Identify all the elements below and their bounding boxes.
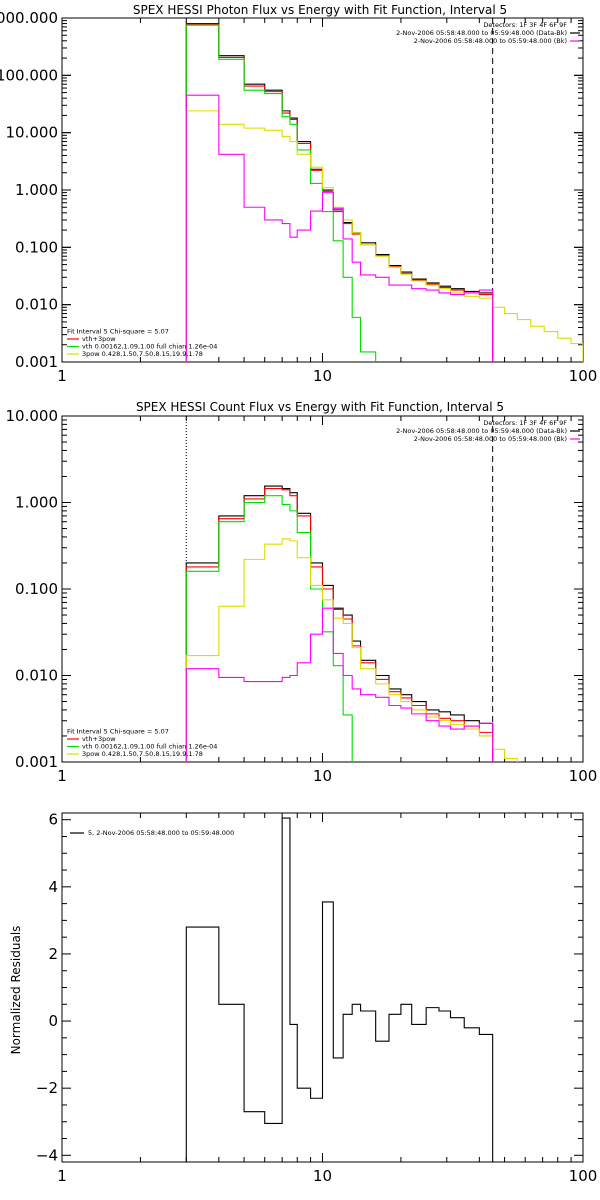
legend-text: Detectors: 1F 3F 4F 6F 9F xyxy=(483,21,567,29)
y-tick-label: 6 xyxy=(48,811,58,829)
count-flux-title: SPEX HESSI Count Flux vs Energy with Fit… xyxy=(136,400,504,414)
series-line xyxy=(185,94,494,362)
legend-text: 3pow 0.428,1.50,7.50,8.15,19.9,1.78 xyxy=(82,750,203,758)
y-tick-label: −4 xyxy=(36,1146,58,1164)
legend-text: 2-Nov-2006 05:58:48.000 to 05:59:48.000 … xyxy=(414,37,567,45)
legend-text: vth+3pow xyxy=(82,735,116,743)
plot-area xyxy=(185,23,583,362)
series-line xyxy=(185,607,494,762)
x-tick-label: 100 xyxy=(569,367,598,385)
series-line xyxy=(185,495,353,762)
plot-area xyxy=(185,485,518,762)
y-tick-label: 10.000 xyxy=(6,124,59,142)
residuals-panel: Normalized Residuals 1 10 100 −4 −2 0 2 4 6 5, 2-… xyxy=(9,811,597,1185)
legend-text: vth 0.00162,1.09,1.00 full chian 1.26e-0… xyxy=(82,343,217,351)
plot-area xyxy=(185,817,494,1162)
y-tick-label: 0.100 xyxy=(15,580,58,598)
y-tick-label: 0 xyxy=(48,1012,58,1030)
series-line xyxy=(185,538,518,762)
x-tick-label: 100 xyxy=(569,1167,598,1185)
series-line xyxy=(185,110,583,362)
x-tick-label: 10 xyxy=(313,767,332,785)
y-tick-label: 0.001 xyxy=(15,753,58,771)
legend-text: 2-Nov-2006 05:58:48.000 to 05:59:48.000 … xyxy=(414,435,567,443)
legend-text: 2-Nov-2006 05:58:48.000 to 05:59:48.000 … xyxy=(396,427,567,435)
y-tick-label: −2 xyxy=(36,1079,58,1097)
x-tick-label: 1 xyxy=(57,1167,67,1185)
y-tick-label: 0.010 xyxy=(15,667,58,685)
legend-text: Detectors: 1F 3F 4F 6F 9F xyxy=(483,419,567,427)
photon-flux-panel: SPEX HESSI Photon Flux vs Energy with Fi… xyxy=(0,3,598,385)
photon-flux-title: SPEX HESSI Photon Flux vs Energy with Fi… xyxy=(133,3,507,17)
x-tick-label: 10 xyxy=(313,367,332,385)
y-tick-label: 4 xyxy=(48,878,58,896)
legend-text: vth+3pow xyxy=(82,335,116,343)
legend-text: 2-Nov-2006 05:58:48.000 to 05:59:48.000 … xyxy=(396,29,567,37)
legend-text: 5, 2-Nov-2006 05:58:48.000 to 05:59:48.0… xyxy=(88,829,234,837)
series-line xyxy=(185,817,494,1162)
y-tick-label: 100.000 xyxy=(0,66,58,84)
legend-text: Fit Interval 5 Chi-square = 5.07 xyxy=(67,328,169,336)
y-tick-label: 0.010 xyxy=(15,296,58,314)
y-tick-label: 0.100 xyxy=(15,238,58,256)
y-tick-label: 2 xyxy=(48,945,58,963)
x-tick-label: 1 xyxy=(57,367,67,385)
legend-text: vth 0.00162,1.09,1.00 full chian 1.26e-0… xyxy=(82,743,217,751)
count-flux-panel: SPEX HESSI Count Flux vs Energy with Fit… xyxy=(6,400,598,785)
legend-text: 3pow 0.428,1.50,7.50,8.15,19.9,1.78 xyxy=(82,350,203,358)
legend-text: Fit Interval 5 Chi-square = 5.07 xyxy=(67,728,169,736)
series-line xyxy=(185,24,377,362)
y-tick-label: 10.000 xyxy=(6,407,59,425)
y-tick-label: 1.000 xyxy=(15,494,58,512)
y-tick-label: 0.001 xyxy=(15,353,58,371)
x-tick-label: 1 xyxy=(57,767,67,785)
x-tick-label: 10 xyxy=(313,1167,332,1185)
residuals-y-axis-label: Normalized Residuals xyxy=(9,926,23,1055)
y-tick-label: 1.000 xyxy=(15,181,58,199)
x-tick-label: 100 xyxy=(569,767,598,785)
